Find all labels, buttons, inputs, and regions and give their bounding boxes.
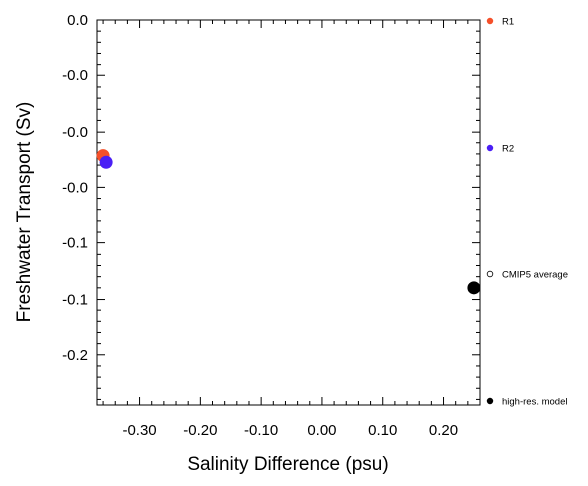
y-tick-label: 0.0: [67, 12, 88, 29]
legend-label: CMIP5 average: [502, 270, 568, 281]
legend-marker: [486, 17, 494, 25]
legend-marker: [486, 270, 494, 278]
y-tick-label: -0.2: [62, 347, 88, 364]
data-points: [96, 149, 481, 295]
legend-marker: [486, 397, 494, 405]
legend-label: high-res. model: [502, 397, 567, 408]
data-point: [467, 281, 481, 295]
y-tick-label: -0.1: [62, 292, 88, 309]
plot-frame: [96, 19, 481, 406]
y-tick-label: -0.0: [62, 67, 88, 84]
y-tick-label: -0.1: [62, 235, 88, 252]
legend-marker: [486, 144, 494, 152]
y-tick-label: -0.0: [62, 124, 88, 141]
x-tick-label: -0.30: [122, 422, 156, 439]
x-tick-label: -0.20: [183, 422, 217, 439]
legend-label: R1: [502, 17, 514, 28]
y-axis-label: Freshwater Transport (Sv): [14, 102, 35, 323]
x-tick-label: -0.10: [244, 422, 278, 439]
x-tick-label: 0.00: [307, 422, 336, 439]
y-tick-label: -0.0: [62, 179, 88, 196]
x-tick-label: 0.10: [368, 422, 397, 439]
x-axis-label: Salinity Difference (psu): [187, 454, 388, 475]
legend: R1 R2 CMIP5 average high-res. model: [486, 17, 568, 408]
legend-label: R2: [502, 144, 514, 155]
x-tick-label: 0.20: [429, 422, 458, 439]
axis-ticks: -0.30 -0.20 -0.10 0.00 0.10 0.20 0.0 -0.0 -0.0 -0…: [62, 12, 480, 439]
data-point: [99, 155, 113, 169]
